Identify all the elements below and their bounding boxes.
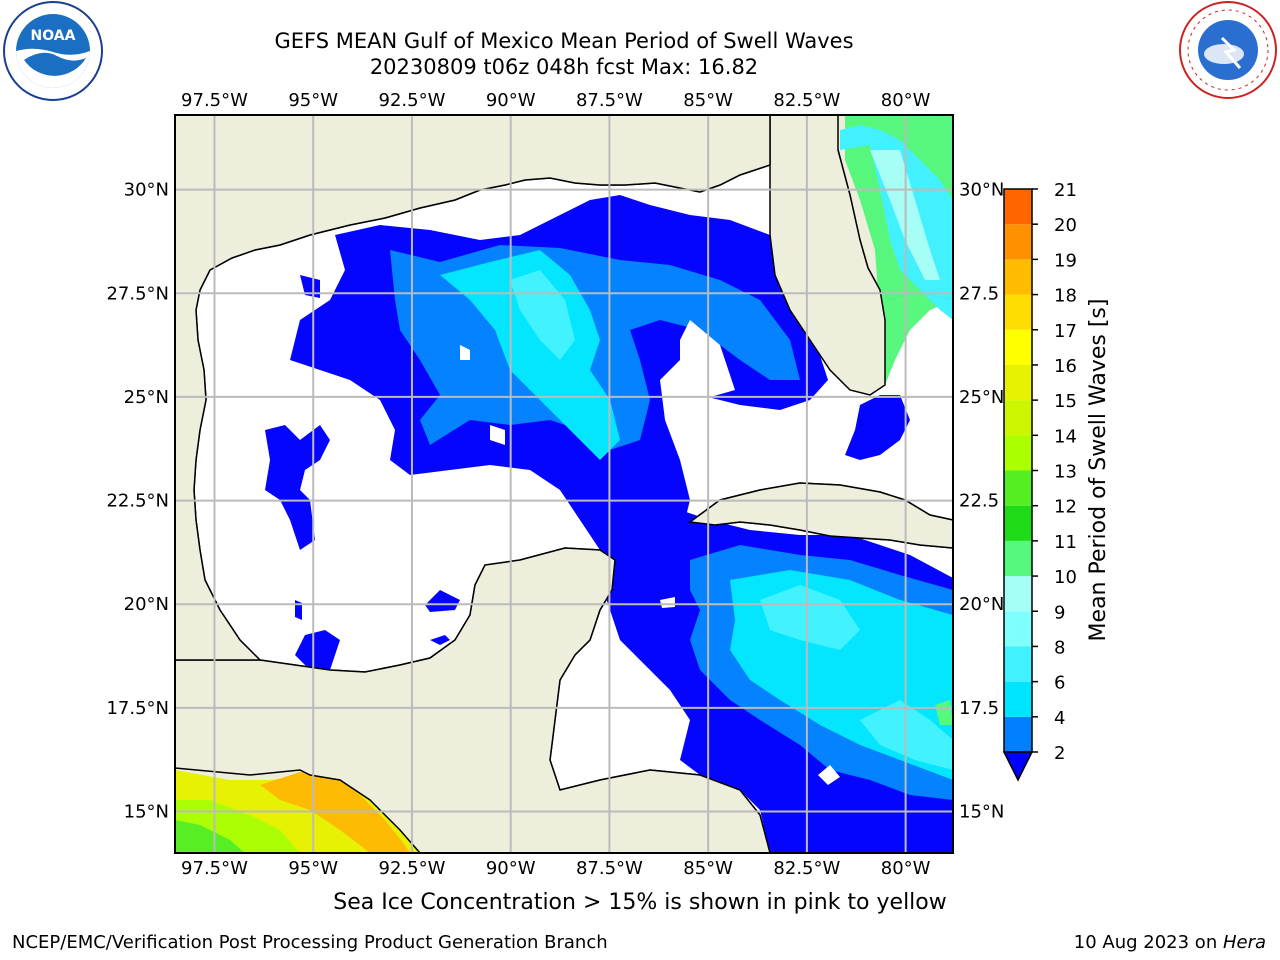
map-subtitle: 20230809 t06z 048h fcst Max: 16.82 <box>369 55 759 79</box>
colorbar-tick-label: 18 <box>1054 286 1077 307</box>
lat-tick-label-left: 22.5°N <box>106 491 169 512</box>
lon-tick-label-bottom: 90°W <box>486 858 536 879</box>
colorbar-tick-label: 2 <box>1054 743 1065 764</box>
colorbar-segment <box>1004 470 1032 506</box>
swell-field <box>175 115 953 853</box>
lat-tick-label-left: 25°N <box>124 387 169 408</box>
footer-date-text: 10 Aug 2023 on <box>1073 932 1223 953</box>
colorbar-tick-label: 14 <box>1054 426 1077 447</box>
lon-tick-label-top: 85°W <box>683 90 733 111</box>
lat-tick-label-left: 15°N <box>124 802 169 823</box>
noaa-logo: NOAA <box>3 1 103 101</box>
colorbar-segment <box>1004 224 1032 260</box>
colorbar-tick-label: 13 <box>1054 462 1077 483</box>
colorbar-tick-label: 9 <box>1054 602 1065 623</box>
lat-tick-label-left: 30°N <box>124 180 169 201</box>
lat-tick-label-right: 22.5 <box>959 491 999 512</box>
colorbar-segment <box>1004 400 1032 436</box>
lon-tick-label-top: 80°W <box>881 90 931 111</box>
lon-tick-label-bottom: 97.5°W <box>181 858 248 879</box>
colorbar-segment <box>1004 540 1032 577</box>
lon-tick-label-bottom: 87.5°W <box>576 858 643 879</box>
map-title: GEFS MEAN Gulf of Mexico Mean Period of … <box>274 29 854 53</box>
colorbar-tick-label: 4 <box>1054 708 1065 729</box>
colorbar-tick-label: 11 <box>1054 532 1077 553</box>
colorbar-segment <box>1004 189 1032 225</box>
colorbar-tick-label: 12 <box>1054 497 1077 518</box>
noaa-logo-text: NOAA <box>31 28 76 44</box>
lat-ticks-left: 15°N 17.5°N 20°N 22.5°N 25°N 27.5°N 30°N <box>106 180 169 823</box>
colorbar-segment <box>1004 505 1032 541</box>
colorbar-segment <box>1004 259 1032 295</box>
lon-tick-label-top: 97.5°W <box>181 90 248 111</box>
lat-ticks-right: 15°N 17.5 20°N 22.5 25°N 27.5 30°N <box>959 180 1004 823</box>
nws-logo <box>1179 1 1277 99</box>
map-figure: 97.5°W 95°W 92.5°W 90°W 87.5°W 85°W 82.5°W 80°W… <box>106 90 1111 879</box>
lon-tick-label-top: 92.5°W <box>379 90 446 111</box>
colorbar-segment <box>1004 435 1032 471</box>
footer-date: 10 Aug 2023 on Hera <box>1074 932 1266 953</box>
lat-tick-label-right: 15°N <box>959 802 1004 823</box>
lat-tick-label-left: 20°N <box>124 594 169 615</box>
lon-tick-label-top: 82.5°W <box>773 90 840 111</box>
lon-tick-label-bottom: 85°W <box>683 858 733 879</box>
lon-tick-label-top: 87.5°W <box>576 90 643 111</box>
lat-tick-label-right: 27.5 <box>959 283 999 304</box>
lat-tick-label-right: 30°N <box>959 180 1004 201</box>
colorbar-segment <box>1004 681 1032 717</box>
colorbar-tick-label: 19 <box>1054 250 1077 271</box>
colorbar-segment <box>1004 716 1032 752</box>
lat-tick-label-right: 20°N <box>959 594 1004 615</box>
colorbar-tick-label: 16 <box>1054 356 1077 377</box>
colorbar-tick-label: 17 <box>1054 321 1077 342</box>
colorbar-segment <box>1004 576 1032 612</box>
colorbar-tick-label: 15 <box>1054 391 1077 412</box>
footer-credit: NCEP/EMC/Verification Post Processing Pr… <box>12 932 608 953</box>
lat-tick-label-left: 27.5°N <box>106 283 169 304</box>
lon-tick-label-bottom: 92.5°W <box>379 858 446 879</box>
colorbar-segment <box>1004 646 1032 682</box>
lon-tick-label-top: 90°W <box>486 90 536 111</box>
colorbar-tick-label: 10 <box>1054 567 1077 588</box>
footer-machine: Hera <box>1222 932 1266 953</box>
lon-ticks-top: 97.5°W 95°W 92.5°W 90°W 87.5°W 85°W 82.5°W 80°W <box>181 90 931 111</box>
colorbar-segment <box>1004 611 1032 647</box>
colorbar-segment <box>1004 329 1032 365</box>
lat-tick-label-left: 17.5°N <box>106 698 169 719</box>
lon-ticks-bottom: 97.5°W 95°W 92.5°W 90°W 87.5°W 85°W 82.5°W 80°W <box>181 858 931 879</box>
colorbar-segment <box>1004 294 1032 330</box>
lon-tick-label-top: 95°W <box>288 90 338 111</box>
lat-tick-label-right: 17.5 <box>959 698 999 719</box>
colorbar-under-arrow <box>1002 751 1034 782</box>
lon-tick-label-bottom: 80°W <box>881 858 931 879</box>
sea-ice-note: Sea Ice Concentration > 15% is shown in … <box>333 890 947 915</box>
colorbar-tick-label: 21 <box>1054 180 1077 201</box>
lat-tick-label-right: 25°N <box>959 387 1004 408</box>
colorbar: 2 4 6 8 9 10 11 12 13 14 15 16 17 18 19 20 21 <box>1002 180 1077 782</box>
lon-tick-label-bottom: 95°W <box>288 858 338 879</box>
colorbar-tick-label: 20 <box>1054 215 1077 236</box>
colorbar-label: Mean Period of Swell Waves [s] <box>1086 299 1111 642</box>
lon-tick-label-bottom: 82.5°W <box>773 858 840 879</box>
colorbar-tick-label: 8 <box>1054 637 1065 658</box>
gridlines <box>175 115 953 853</box>
colorbar-segment <box>1004 364 1032 401</box>
colorbar-tick-label: 6 <box>1054 673 1065 694</box>
